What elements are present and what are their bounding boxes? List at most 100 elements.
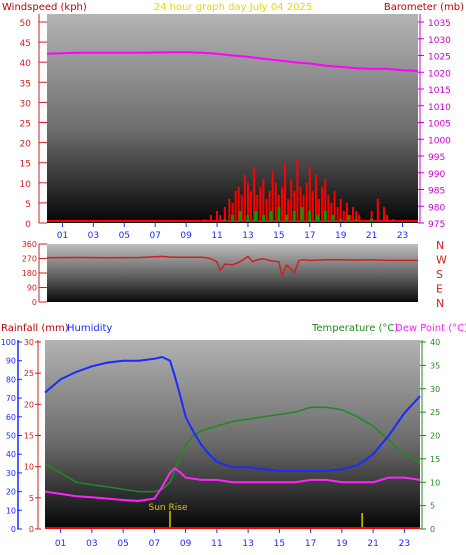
left-tick-label: 40	[20, 59, 32, 69]
temperature-tick-label: 40	[430, 338, 440, 347]
left-tick-label: 10	[20, 180, 32, 190]
wind-baro-plot-area	[47, 14, 418, 223]
x-tick-label: 15	[273, 231, 284, 241]
rain-humidity-temp-series: Sun Rise	[44, 356, 421, 529]
gust-bar	[339, 218, 343, 221]
rain-humidity-temp-axes: 0102030405060708090100051015202530051015…	[1, 338, 440, 549]
temperature-line	[44, 406, 421, 493]
windspeed-bar	[314, 174, 317, 221]
rain-humidity-temp-plot-area	[45, 340, 420, 529]
windspeed-bar	[321, 186, 324, 221]
windspeed-bar	[243, 174, 246, 221]
direction-tick-label: 360	[22, 240, 37, 249]
direction-tick-label: 270	[22, 255, 37, 264]
x-tick-label: 11	[211, 231, 222, 241]
x-tick-label: 01	[57, 231, 68, 241]
temperature-tick-label: 5	[430, 502, 435, 511]
windspeed-bar	[382, 206, 385, 221]
windspeed-bar	[348, 214, 351, 221]
right-tick-label: 1010	[428, 103, 451, 113]
windspeed-bar	[223, 206, 226, 221]
compass-label: N	[436, 239, 444, 252]
humidity-tick-label: 20	[6, 488, 16, 497]
windspeed-bar	[305, 182, 308, 221]
right-tick-label: 1020	[428, 69, 451, 79]
gust-bar	[331, 214, 335, 221]
x-tick-label: 23	[399, 539, 410, 549]
direction-tick-label: 0	[32, 298, 37, 307]
temperature-tick-label: 25	[430, 408, 440, 417]
dewpoint-line	[44, 467, 421, 502]
windspeed-bar	[296, 158, 299, 221]
windspeed-bar	[256, 194, 259, 221]
x-tick-label: 11	[211, 539, 222, 549]
gust-bar	[323, 210, 327, 221]
left-tick-label: 5	[25, 200, 31, 210]
wind-direction-series	[46, 255, 418, 277]
windspeed-bar	[228, 198, 231, 221]
right-tick-label: 1000	[428, 136, 451, 146]
x-tick-label: 13	[242, 231, 253, 241]
windspeed-bar	[253, 166, 256, 221]
compass-label: E	[436, 283, 443, 296]
windspeed-bar	[333, 190, 336, 221]
x-tick-label: 15	[274, 539, 285, 549]
gust-bar	[308, 210, 312, 221]
temperature-tick-label: 30	[430, 385, 440, 394]
rainfall-tick-label: 30	[24, 338, 34, 347]
windspeed-bar	[237, 186, 240, 221]
windspeed-bar	[336, 206, 339, 221]
humidity-tick-label: 0	[11, 525, 16, 534]
gust-bar	[354, 218, 358, 221]
right-tick-label: 985	[428, 187, 445, 197]
gust-bar	[246, 214, 250, 221]
humidity-tick-label: 60	[6, 413, 16, 422]
compass-label: W	[436, 254, 447, 267]
humidity-tick-label: 100	[1, 338, 16, 347]
gust-bar	[254, 210, 258, 221]
gust-bar	[370, 218, 374, 221]
humidity-tick-label: 10	[6, 506, 16, 515]
barometer-line	[46, 51, 419, 72]
x-tick-label: 09	[180, 231, 192, 241]
x-tick-label: 17	[305, 539, 316, 549]
left-tick-label: 45	[20, 39, 31, 49]
x-tick-label: 09	[180, 539, 192, 549]
rainfall-tick-label: 10	[24, 463, 34, 472]
windspeed-bar	[274, 182, 277, 221]
gust-bar	[223, 218, 227, 221]
windspeed-bar	[209, 214, 212, 221]
x-tick-label: 05	[117, 539, 128, 549]
right-tick-label: 995	[428, 153, 445, 163]
windspeed-bar	[308, 166, 311, 221]
gust-bar	[292, 210, 296, 221]
x-tick-label: 19	[336, 539, 348, 549]
windspeed-bar	[339, 198, 342, 221]
x-tick-label: 07	[149, 231, 160, 241]
gust-bar	[346, 214, 350, 221]
windspeed-bar	[330, 202, 333, 221]
gust-bar	[285, 214, 289, 221]
right-tick-label: 980	[428, 203, 445, 213]
humidity-axis-title: Humidity	[67, 323, 112, 334]
rainfall-tick-label: 5	[29, 494, 34, 503]
windspeed-bar	[352, 206, 355, 221]
humidity-line	[44, 356, 421, 472]
windspeed-bar	[246, 182, 249, 221]
rainfall-tick-label: 0	[29, 525, 34, 534]
windspeed-bar	[265, 198, 268, 221]
windspeed-bar	[259, 186, 262, 221]
x-tick-label: 19	[335, 231, 347, 241]
x-tick-label: 03	[88, 231, 99, 241]
rainfall-axis-title: Rainfall (mm)	[1, 323, 69, 334]
compass-label: N	[436, 297, 444, 310]
left-tick-label: 35	[20, 79, 31, 89]
right-tick-label: 990	[428, 170, 445, 180]
windspeed-bar	[311, 190, 314, 221]
windspeed-bar	[293, 190, 296, 221]
temperature-tick-label: 20	[430, 432, 440, 441]
rainfall-tick-label: 20	[24, 400, 34, 409]
left-tick-label: 0	[25, 220, 31, 230]
windspeed-bar	[355, 210, 358, 221]
windspeed-bar	[268, 190, 271, 221]
